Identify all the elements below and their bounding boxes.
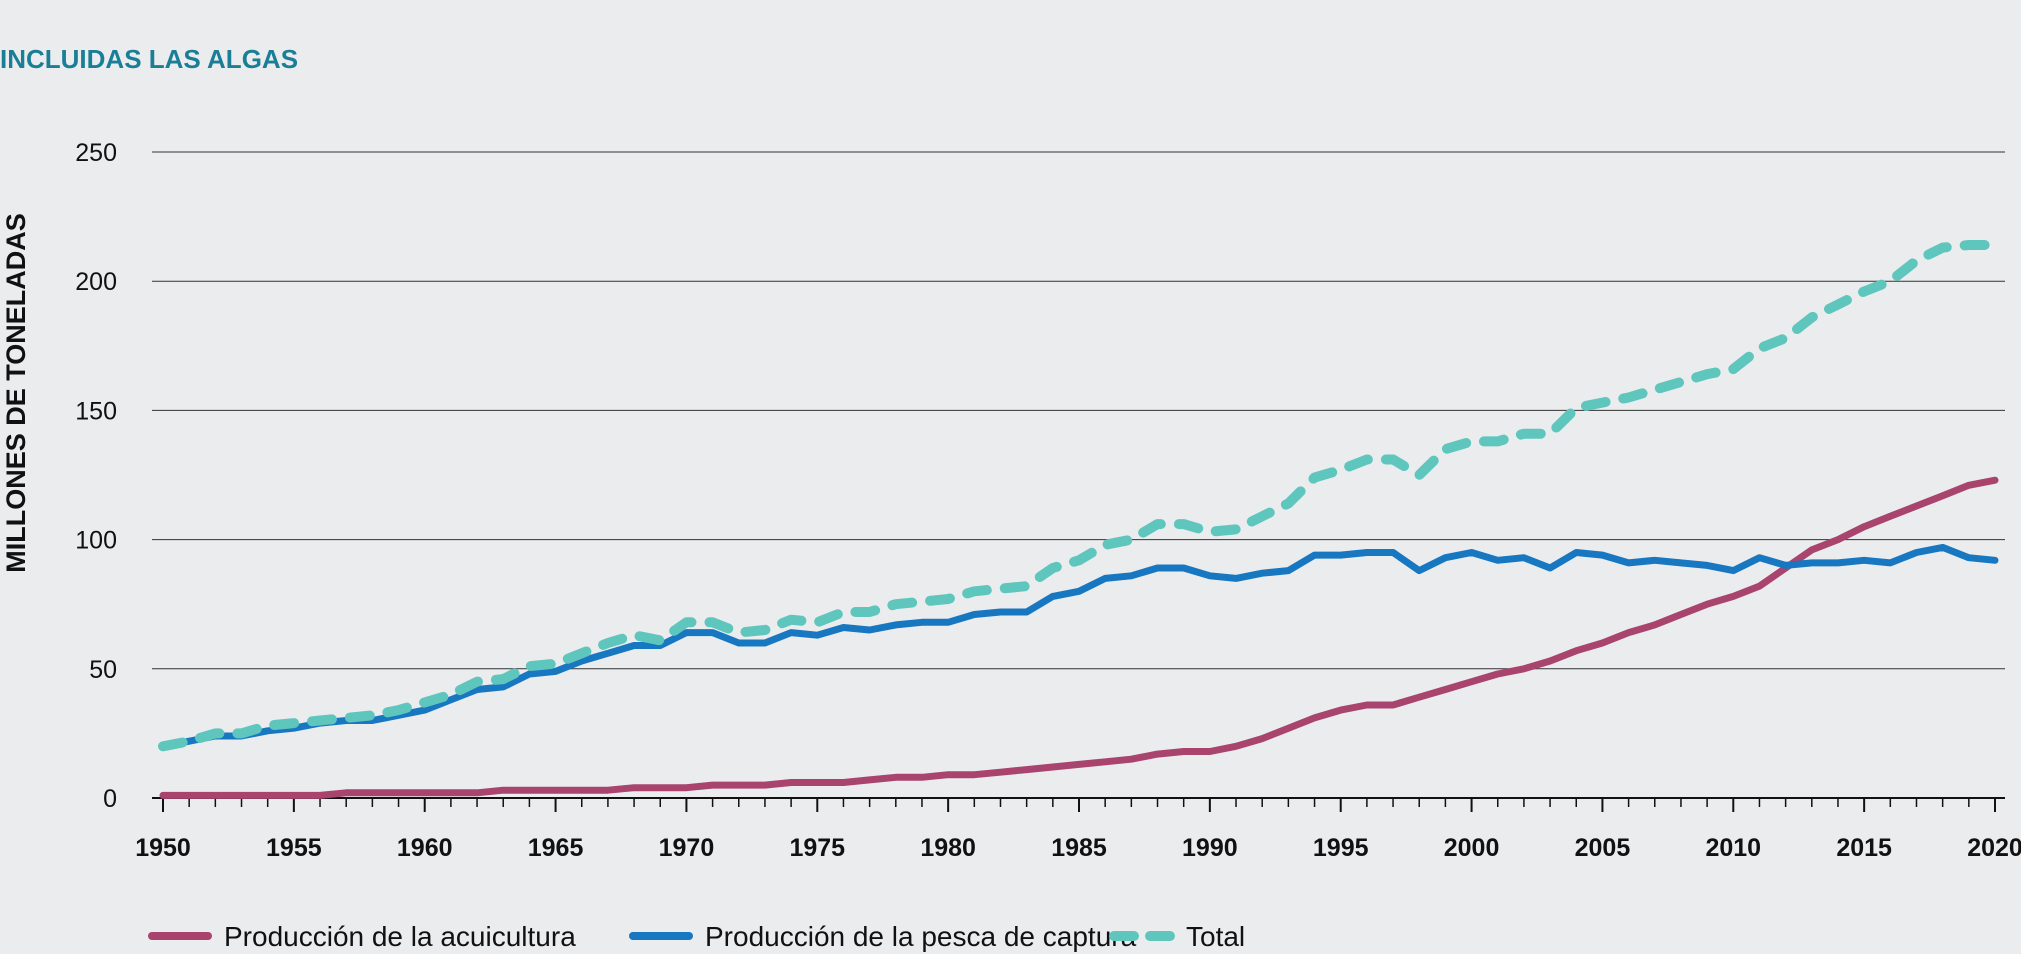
x-tick-label: 1985 — [1051, 834, 1107, 862]
y-tick-label: 100 — [75, 527, 117, 555]
x-tick-label: 1980 — [920, 834, 976, 862]
y-axis-label: MILLONES DE TONELADAS — [1, 213, 31, 573]
y-tick-label: 0 — [103, 785, 117, 813]
x-tick-label: 2005 — [1575, 834, 1631, 862]
x-tick-label: 1975 — [789, 834, 845, 862]
x-tick-label: 2010 — [1705, 834, 1761, 862]
y-tick-labels: 0 50 100 150 200 250 — [75, 139, 117, 813]
y-tick-label: 250 — [75, 139, 117, 167]
x-tick-label: 1995 — [1313, 834, 1369, 862]
chart-title: INCLUIDAS LAS ALGAS — [0, 44, 298, 74]
x-tick-label: 1960 — [397, 834, 453, 862]
x-tick-label: 1955 — [266, 834, 322, 862]
x-tick-label: 2020 — [1967, 834, 2021, 862]
x-tick-label: 1965 — [528, 834, 584, 862]
series-line-produccion-de-la-acuicultura — [159, 476, 1999, 799]
series-line-total — [158, 240, 2000, 752]
y-tick-label: 150 — [75, 397, 117, 425]
x-tick-label: 1990 — [1182, 834, 1238, 862]
series-lines — [158, 240, 2000, 799]
x-tick-label: 1950 — [135, 834, 191, 862]
legend: Producción de la acuicultura Producción d… — [148, 921, 1245, 952]
y-tick-label: 50 — [89, 656, 117, 684]
x-tick-label: 2015 — [1836, 834, 1892, 862]
x-tick-labels: 1950 1955 1960 1965 1970 1975 1980 1985 1990 1995… — [135, 798, 2021, 862]
x-tick-label: 2000 — [1444, 834, 1500, 862]
legend-label-produccion-de-la-acuicultura: Producción de la acuicultura — [224, 921, 576, 952]
legend-label-total: Total — [1186, 921, 1245, 952]
y-tick-label: 200 — [75, 268, 117, 296]
legend-label-produccion-de-la-pesca-de-captura: Producción de la pesca de captura — [705, 921, 1137, 952]
series-line-produccion-de-la-pesca-de-captura — [159, 543, 1999, 750]
x-tick-label: 1970 — [659, 834, 715, 862]
